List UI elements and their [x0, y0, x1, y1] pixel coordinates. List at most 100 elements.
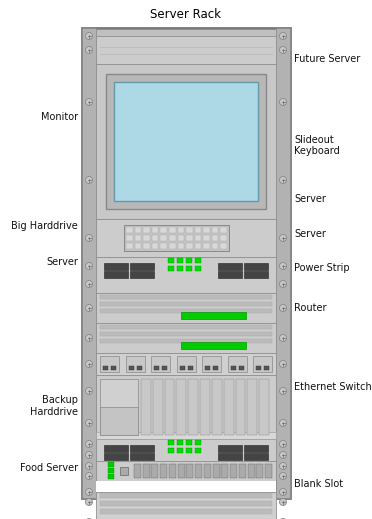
Circle shape: [86, 47, 93, 53]
Circle shape: [86, 305, 93, 311]
Bar: [231, 366, 235, 370]
Bar: [247, 464, 254, 478]
Circle shape: [279, 280, 286, 288]
Bar: [100, 302, 272, 306]
Text: Backup
Harddrive: Backup Harddrive: [30, 395, 78, 417]
Text: Blank Slot: Blank Slot: [294, 479, 343, 489]
Bar: [264, 366, 269, 370]
Text: Server: Server: [294, 229, 326, 239]
Bar: [96, 375, 276, 439]
Bar: [162, 366, 167, 370]
Circle shape: [86, 462, 93, 470]
Bar: [213, 366, 218, 370]
Bar: [238, 366, 244, 370]
Bar: [169, 235, 176, 241]
Bar: [100, 332, 272, 336]
Bar: [100, 339, 272, 343]
Bar: [151, 464, 158, 478]
Circle shape: [279, 441, 286, 447]
Bar: [247, 379, 257, 435]
Bar: [104, 445, 128, 452]
Bar: [152, 235, 158, 241]
Bar: [212, 235, 218, 241]
Text: Ethernet Switch: Ethernet Switch: [294, 381, 372, 392]
Bar: [168, 448, 174, 453]
Bar: [204, 464, 211, 478]
Bar: [169, 243, 176, 249]
Bar: [130, 445, 154, 452]
Bar: [169, 227, 176, 233]
Bar: [177, 448, 183, 453]
Bar: [143, 235, 150, 241]
Bar: [108, 474, 114, 479]
Circle shape: [86, 388, 93, 394]
Bar: [168, 258, 174, 263]
Bar: [104, 453, 128, 460]
Bar: [221, 464, 228, 478]
Bar: [96, 219, 276, 257]
Bar: [203, 243, 210, 249]
Bar: [218, 445, 242, 452]
Bar: [135, 243, 141, 249]
Circle shape: [86, 361, 93, 367]
Bar: [169, 464, 176, 478]
Bar: [137, 366, 141, 370]
Bar: [177, 258, 183, 263]
Text: Server Rack: Server Rack: [151, 7, 221, 20]
Circle shape: [86, 280, 93, 288]
Bar: [160, 227, 167, 233]
Bar: [195, 448, 201, 453]
Bar: [111, 366, 116, 370]
Circle shape: [279, 472, 286, 480]
Bar: [143, 464, 150, 478]
Circle shape: [86, 33, 93, 39]
Bar: [96, 64, 276, 219]
Bar: [151, 356, 170, 372]
Bar: [213, 464, 219, 478]
Bar: [96, 42, 276, 484]
Circle shape: [86, 452, 93, 458]
Bar: [160, 464, 167, 478]
Bar: [195, 227, 201, 233]
Text: Router: Router: [294, 303, 327, 313]
Bar: [212, 379, 222, 435]
Circle shape: [279, 263, 286, 269]
Bar: [202, 356, 221, 372]
Circle shape: [279, 235, 286, 241]
Bar: [160, 243, 167, 249]
Bar: [228, 356, 247, 372]
Bar: [235, 379, 246, 435]
Bar: [224, 379, 234, 435]
Circle shape: [279, 335, 286, 342]
Bar: [82, 28, 96, 498]
Bar: [256, 464, 263, 478]
Bar: [103, 366, 108, 370]
Bar: [114, 82, 258, 201]
Bar: [177, 243, 184, 249]
Bar: [100, 309, 272, 313]
Circle shape: [279, 176, 286, 184]
Bar: [154, 366, 159, 370]
Bar: [126, 235, 132, 241]
Bar: [186, 464, 193, 478]
Text: Power Strip: Power Strip: [294, 263, 350, 273]
Circle shape: [86, 263, 93, 269]
Bar: [186, 448, 192, 453]
Bar: [186, 266, 192, 271]
Circle shape: [86, 488, 93, 496]
Circle shape: [279, 462, 286, 470]
Text: Big Harddrive: Big Harddrive: [11, 221, 78, 231]
Circle shape: [279, 488, 286, 496]
Bar: [265, 464, 272, 478]
Bar: [130, 271, 154, 278]
Bar: [128, 366, 134, 370]
Bar: [186, 227, 193, 233]
Circle shape: [279, 452, 286, 458]
Bar: [181, 312, 246, 319]
Bar: [187, 366, 192, 370]
Bar: [181, 342, 246, 349]
Bar: [212, 227, 218, 233]
Bar: [100, 325, 272, 329]
Bar: [205, 366, 210, 370]
Bar: [134, 464, 141, 478]
